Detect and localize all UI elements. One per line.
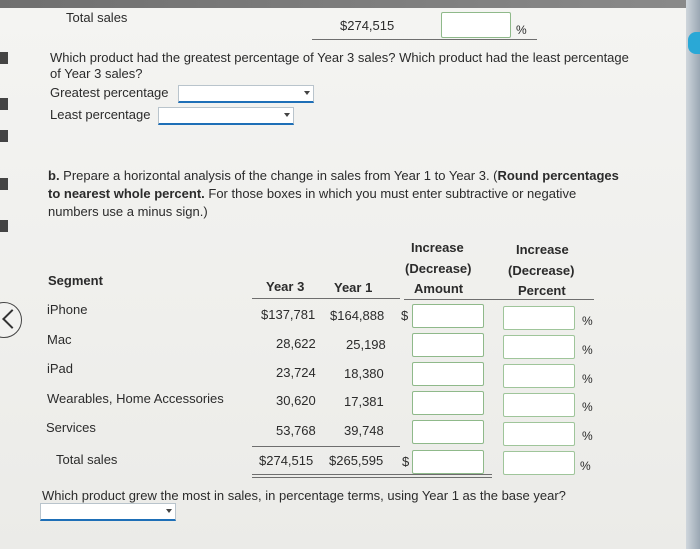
segment-ipad: iPad (47, 361, 74, 376)
top-bar (0, 0, 700, 8)
part-b-label: b. (48, 168, 60, 183)
year3-total: $274,515 (259, 453, 314, 468)
segment-services: Services (46, 420, 96, 435)
chevron-down-icon (304, 91, 310, 95)
instruction-line3: numbers use a minus sign.) (48, 204, 208, 219)
total-double-underline-1 (252, 474, 492, 475)
year3-mac: 28,622 (276, 336, 316, 351)
percent-input-ipad[interactable] (503, 364, 575, 388)
amount-input-wearables[interactable] (412, 391, 484, 415)
amount-header-3: Amount (414, 281, 464, 296)
segment-wearables: Wearables, Home Accessories (47, 391, 224, 406)
year1-header: Year 1 (334, 280, 373, 295)
question-c: Which product grew the most in sales, in… (42, 488, 566, 503)
percent-input-iphone[interactable] (503, 306, 575, 330)
percent-header-3: Percent (518, 283, 566, 298)
amount-input-ipad[interactable] (412, 362, 484, 386)
amount-header-2: (Decrease) (405, 261, 472, 276)
least-percentage-select[interactable] (158, 107, 294, 125)
chevron-down-icon (284, 113, 290, 117)
year3-services: 53,768 (276, 423, 316, 438)
question-a: Which product had the greatest percentag… (50, 50, 629, 65)
year3-iphone: $137,781 (261, 307, 316, 322)
year1-mac: 25,198 (346, 337, 386, 352)
amount-input-services[interactable] (412, 420, 484, 444)
percent-sign-services: % (582, 429, 593, 443)
segment-mac: Mac (47, 332, 72, 347)
instruction-text: Prepare a horizontal analysis of the cha… (59, 168, 498, 183)
percent-sign: % (516, 23, 527, 37)
year1-total: $265,595 (329, 453, 384, 468)
year1-wearables: 17,381 (344, 394, 384, 409)
greatest-percentage-label: Greatest percentage (50, 85, 169, 100)
header-underline-change (404, 299, 594, 300)
side-tab[interactable] (688, 32, 700, 54)
question-a-line2: of Year 3 sales? (50, 66, 143, 81)
greatest-percentage-select[interactable] (178, 85, 314, 103)
segment-header: Segment (48, 273, 103, 288)
year3-ipad: 23,724 (276, 365, 316, 380)
amount-input-mac[interactable] (412, 333, 484, 357)
amount-header-1: Increase (411, 240, 464, 255)
segment-total: Total sales (56, 452, 118, 467)
right-window-edge (686, 0, 700, 549)
dollar-sign-iphone: $ (401, 308, 409, 323)
chevron-down-icon (166, 509, 172, 513)
total-double-underline-2 (252, 477, 492, 478)
left-edge-marks (0, 20, 14, 280)
percent-sign-wearables: % (582, 400, 593, 414)
instruction-bold-2: to nearest whole percent. (48, 186, 205, 201)
percent-input-total[interactable] (503, 451, 575, 475)
segment-iphone: iPhone (47, 302, 88, 317)
total-underline (312, 39, 537, 40)
total-sales-value: $274,515 (340, 18, 395, 33)
year1-iphone: $164,888 (330, 308, 385, 323)
percent-input-mac[interactable] (503, 335, 575, 359)
dollar-sign-total: $ (402, 454, 410, 469)
percent-sign-total: % (580, 459, 591, 473)
year3-header: Year 3 (266, 279, 305, 294)
instruction-line2: to nearest whole percent. For those boxe… (48, 186, 576, 201)
year3-wearables: 30,620 (276, 393, 316, 408)
amount-input-total[interactable] (412, 450, 484, 474)
chevron-left-icon (2, 309, 22, 329)
percent-sign-ipad: % (582, 372, 593, 386)
total-percent-input[interactable] (441, 12, 511, 38)
year1-ipad: 18,380 (344, 366, 384, 381)
percent-sign-mac: % (582, 343, 593, 357)
percent-header-1: Increase (516, 242, 569, 257)
percent-input-services[interactable] (503, 422, 575, 446)
year1-services: 39,748 (344, 423, 384, 438)
grew-most-select[interactable] (40, 503, 176, 521)
percent-input-wearables[interactable] (503, 393, 575, 417)
percent-sign-iphone: % (582, 314, 593, 328)
header-underline-years (252, 298, 400, 299)
amount-input-iphone[interactable] (412, 304, 484, 328)
least-percentage-label: Least percentage (50, 107, 151, 122)
percent-header-2: (Decrease) (508, 263, 575, 278)
subtotal-underline-years (252, 446, 400, 447)
instruction-line1: b. Prepare a horizontal analysis of the … (48, 168, 619, 183)
total-sales-label: Total sales (66, 10, 128, 25)
instruction-bold: Round percentages (497, 168, 619, 183)
instruction-text-2: For those boxes in which you must enter … (204, 186, 577, 201)
